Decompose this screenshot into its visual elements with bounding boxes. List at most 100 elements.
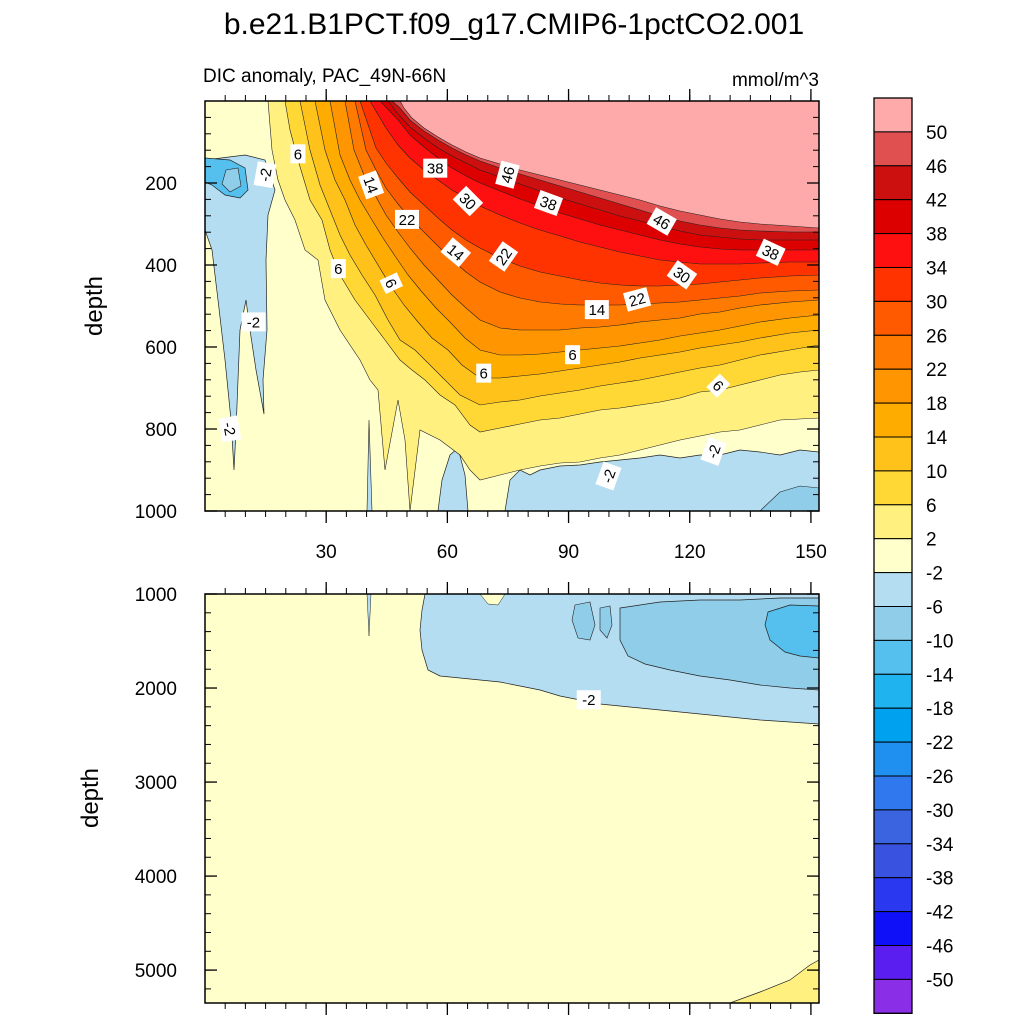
colorbar-swatch [873,504,913,540]
colorbar-swatch [873,470,913,506]
colorbar-label: -38 [926,869,953,890]
contour-label: 6 [565,345,581,365]
colorbar-label: -22 [926,733,953,754]
colorbar-swatch [873,538,913,574]
colorbar-swatch [873,402,913,438]
upper-subtitle-left: DIC anomaly, PAC_49N-66N [203,66,446,87]
upper-y-axis-label: depth [81,276,108,336]
contour-label-bg [379,272,404,295]
colorbar-label: 38 [926,225,947,246]
colorbar-swatch [873,368,913,404]
contour-label: 6 [706,373,731,398]
contour-label-bg [706,373,731,398]
lower-contour-fill [205,594,819,1003]
lower-contour-labels: -2 [576,690,601,710]
contour-label-bg [440,237,472,268]
colorbar-swatch [873,707,913,743]
contour-label-text: -2 [599,467,620,485]
colorbar-swatch [873,978,913,1014]
contour-label-text: -2 [582,692,595,709]
contour-label-bg [476,363,492,383]
colorbar-label: 6 [926,496,937,517]
contour-label-text: 22 [627,290,648,311]
contour-label-text: 38 [759,242,781,264]
contour-label-text: 6 [334,261,342,278]
lower-neg-core-strong [764,604,819,659]
x-tick-label: 60 [437,542,458,563]
colorbar-label: 2 [926,530,937,551]
contour-label-text: 6 [568,347,576,364]
colorbar-swatch [873,809,913,845]
contour-label-text: 38 [537,193,558,215]
contour-label-bg [253,161,277,189]
contour-label: 14 [440,237,472,268]
colorbar-swatch [873,911,913,946]
contour-label: 30 [666,260,698,290]
upper-contour-labels: 6 -2 38 46 14 30 38 46 22 14 22 38 6 30 6 22 14 -2 6 6 6 -2 -2… [218,144,786,491]
colorbar-swatch [873,267,913,302]
colorbar-label: -42 [926,903,953,924]
lower-y-ticks: 1000 2000 3000 4000 5000 [135,585,819,990]
upper-panel: DIC anomaly, PAC_49N-66N mmol/m^3 [81,66,827,563]
lower-x-ticks [224,582,812,1015]
contour-label-bg [423,158,448,178]
y-tick-label: 1000 [135,585,177,606]
colorbar-swatch [873,843,913,879]
contour-label-bg [646,207,677,236]
contour-label-bg [534,189,564,217]
colorbar-label: -46 [926,937,953,958]
lower-plot-frame [204,593,820,1004]
contour-label-bg [488,241,519,272]
colorbar-swatch [873,673,913,709]
contour-label: 6 [290,144,306,164]
colorbar-swatch [873,436,913,472]
contour-label-bg [700,436,727,466]
y-tick-label: 4000 [135,867,177,888]
upper-plot-frame [204,100,820,512]
contour-label-bg [218,415,242,443]
contour-label: 38 [423,158,448,178]
colorbar-label: 30 [926,292,947,313]
y-tick-label: 600 [145,338,177,359]
contour-label: 22 [623,287,652,312]
colorbar-swatch [873,97,913,133]
colorbar-label: 42 [926,191,947,212]
colorbar-label: 50 [926,123,947,144]
colorbar-frame [873,97,913,1014]
colorbar-label: -34 [926,835,954,856]
contour-label-bg [595,461,622,491]
colorbar-swatch [873,775,913,811]
upper-y-ticks: 200 400 600 800 1000 [135,100,819,523]
colorbar-label: -30 [926,801,953,822]
contour-label: 14 [358,170,385,200]
contour-label: 6 [379,272,404,295]
colorbar-label: 18 [926,394,947,415]
upper-contour-fill [205,101,819,511]
contour-label: 22 [394,209,419,229]
x-tick-label: 30 [316,542,337,563]
contour-label-text: 6 [480,366,488,383]
colorbar-label: 22 [926,360,947,381]
contour-label-text: 14 [359,174,381,195]
colorbar-label: 14 [926,428,948,449]
contour-label-bg [394,209,419,229]
contour-label-bg [241,312,266,332]
colorbar-label: -6 [926,598,943,619]
contour-label-bg [666,260,698,290]
contour-label: 6 [330,259,346,279]
colorbar-swatch [873,131,913,167]
colorbar-label: 26 [926,326,947,347]
colorbar-swatch [873,572,913,607]
colorbar-swatch [873,300,913,336]
contour-label-bg [565,345,581,365]
contour-label: -2 [700,436,727,466]
colorbar-swatch [873,606,913,641]
colorbar-label: -50 [926,970,953,991]
lower-panel: 1000 2000 3000 4000 5000 -2 depth [77,582,820,1015]
colorbar-swatch [873,639,913,675]
contour-label-bg [623,287,652,312]
colorbar-swatch [873,334,913,370]
contour-label-bg [358,170,385,200]
contour-label: 6 [476,363,492,383]
